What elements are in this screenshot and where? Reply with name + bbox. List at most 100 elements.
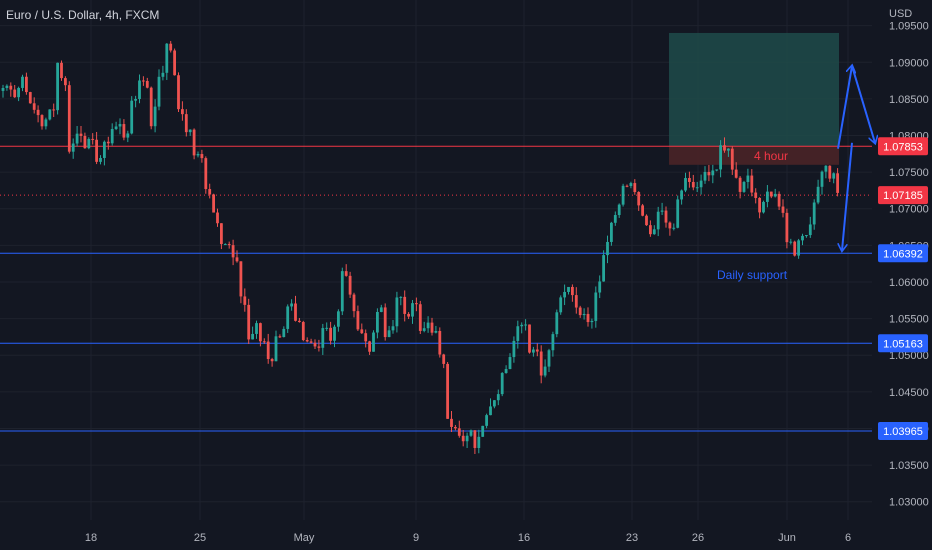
candle-down xyxy=(239,261,243,297)
price-axis[interactable]: 1.095001.090001.085001.080001.075001.070… xyxy=(889,21,929,509)
candle-up xyxy=(399,296,403,298)
candle-down xyxy=(13,89,17,98)
candle-down xyxy=(785,212,789,243)
candle-up xyxy=(379,307,383,312)
candle-down xyxy=(769,191,773,197)
candle-up xyxy=(493,400,496,407)
candle-up xyxy=(481,425,485,437)
candle-down xyxy=(243,296,247,305)
candle-down xyxy=(32,103,36,110)
candle-up xyxy=(165,43,169,73)
candle-up xyxy=(524,324,527,326)
candle-down xyxy=(262,341,266,343)
candle-down xyxy=(305,340,309,342)
candle-up xyxy=(75,133,79,144)
candle-up xyxy=(196,154,200,156)
candle-down xyxy=(40,115,44,127)
candle-down xyxy=(586,313,590,323)
note-4-hour[interactable]: 4 hour xyxy=(754,149,788,163)
candle-down xyxy=(828,165,832,179)
time-axis[interactable]: 18 25 May 9 16 23 26 Jun 6 xyxy=(85,532,851,544)
candle-up xyxy=(797,240,800,256)
candle-up xyxy=(711,170,715,176)
projection-arrow[interactable] xyxy=(851,65,875,143)
x-tick-label: 26 xyxy=(692,532,704,544)
candle-down xyxy=(200,154,204,159)
projection-arrow[interactable] xyxy=(837,66,852,149)
y-tick-label: 1.03500 xyxy=(889,460,929,472)
candle-down xyxy=(231,245,235,258)
candle-up xyxy=(812,202,816,225)
price-label-box xyxy=(878,334,928,353)
candle-up xyxy=(801,235,804,241)
candle-down xyxy=(259,323,262,342)
price-label-text: 1.07853 xyxy=(883,141,923,153)
candle-up xyxy=(766,191,769,202)
candle-up xyxy=(1,87,5,91)
candle-down xyxy=(266,341,270,360)
candle-up xyxy=(114,126,118,130)
candle-down xyxy=(36,109,40,116)
candle-up xyxy=(789,241,793,243)
candle-up xyxy=(676,199,680,228)
candle-down xyxy=(173,50,176,76)
candle-up xyxy=(465,435,469,442)
candle-down xyxy=(348,275,352,295)
candle-down xyxy=(454,426,457,429)
candle-down xyxy=(754,192,758,198)
candle-up xyxy=(532,349,535,353)
candle-down xyxy=(192,129,196,156)
candle-down xyxy=(247,304,251,340)
candle-up xyxy=(286,306,290,329)
x-tick-label: 9 xyxy=(413,532,419,544)
grid-layer xyxy=(0,0,872,520)
candle-up xyxy=(255,323,258,334)
candle-up xyxy=(138,80,141,99)
projection-arrow[interactable] xyxy=(842,142,853,251)
candle-down xyxy=(95,139,98,162)
candle-up xyxy=(99,157,102,162)
candle-up xyxy=(188,129,192,133)
candle-up xyxy=(126,133,130,138)
candle-down xyxy=(64,78,67,86)
candle-up xyxy=(516,326,520,341)
candle-up xyxy=(594,292,598,321)
candle-up xyxy=(656,211,660,230)
candle-up xyxy=(660,210,664,212)
candle-up xyxy=(17,87,20,98)
candle-up xyxy=(251,333,254,340)
candle-up xyxy=(719,145,722,170)
candle-up xyxy=(773,193,777,197)
candle-up xyxy=(617,204,621,216)
candle-up xyxy=(742,181,746,192)
candle-down xyxy=(329,327,332,341)
candle-up xyxy=(87,138,91,149)
candle-up xyxy=(274,336,278,362)
candle-down xyxy=(707,171,711,176)
symbol-title[interactable]: Euro / U.S. Dollar, 4h, FXCM xyxy=(6,8,160,22)
candle-up xyxy=(629,183,633,186)
candle-up xyxy=(71,143,75,152)
candle-down xyxy=(793,241,797,256)
candle-up xyxy=(21,76,24,88)
candle-up xyxy=(567,286,570,292)
candle-up xyxy=(590,320,594,323)
candle-down xyxy=(204,158,208,190)
candle-up xyxy=(333,326,336,341)
y-tick-label: 1.09000 xyxy=(889,57,929,69)
candle-down xyxy=(738,177,742,192)
candle-up xyxy=(411,303,414,317)
y-tick-label: 1.08500 xyxy=(889,94,929,106)
candle-up xyxy=(485,415,488,426)
candle-down xyxy=(122,124,126,138)
candle-down xyxy=(79,133,83,136)
candle-up xyxy=(613,215,617,223)
candle-down xyxy=(691,181,695,188)
candle-up xyxy=(426,322,430,329)
y-tick-label: 1.06000 xyxy=(889,277,929,289)
candle-up xyxy=(808,224,812,236)
y-tick-label: 1.07500 xyxy=(889,167,929,179)
note-daily-support[interactable]: Daily support xyxy=(717,268,788,282)
candle-down xyxy=(25,76,28,93)
